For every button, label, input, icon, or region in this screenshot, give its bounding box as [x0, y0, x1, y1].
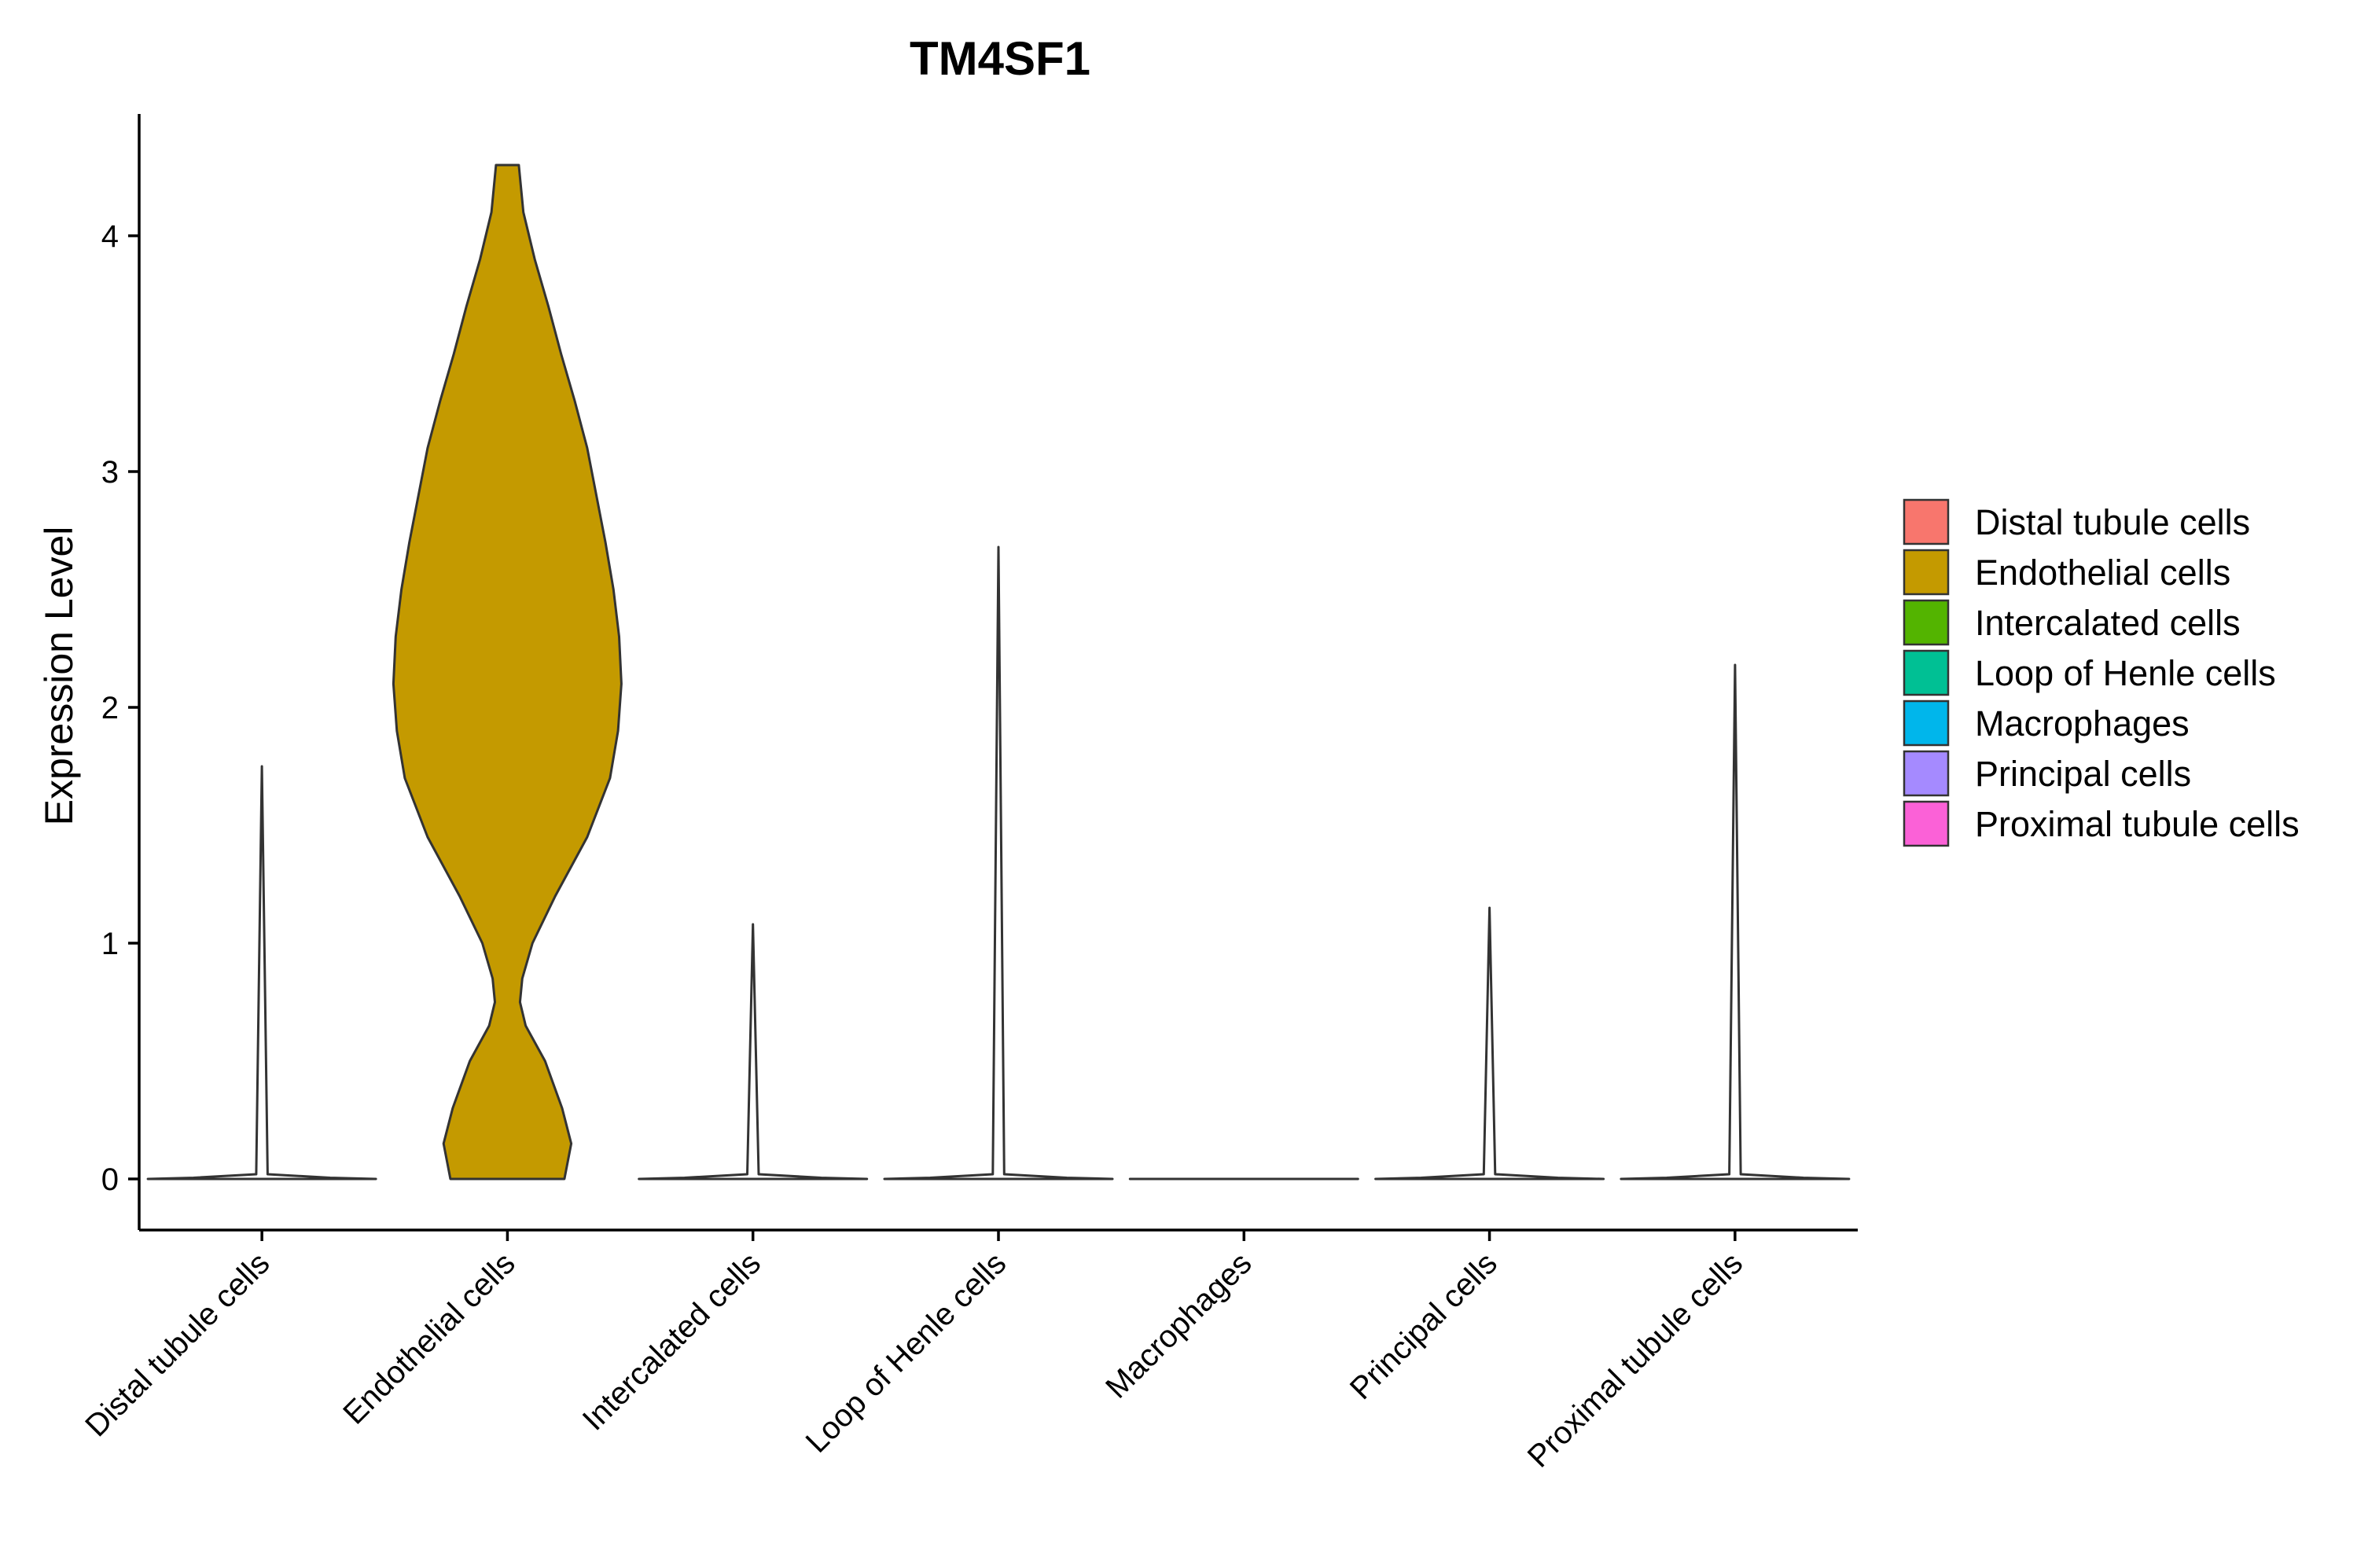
- legend-label: Principal cells: [1975, 754, 2191, 794]
- legend-swatch: [1903, 700, 1950, 747]
- x-tick-label: Principal cells: [1344, 1246, 1504, 1406]
- violin-intercalated-cells: [638, 923, 869, 1181]
- violin-endothelial-cells: [392, 163, 623, 1181]
- legend-label: Loop of Henle cells: [1975, 653, 2276, 693]
- violin-loop-of-henle-cells: [883, 545, 1114, 1181]
- legend-swatch: [1903, 599, 1950, 646]
- legend-label: Macrophages: [1975, 703, 2190, 744]
- y-tick-label: 4: [101, 219, 119, 254]
- x-tick-label: Intercalated cells: [576, 1246, 767, 1437]
- y-tick-label: 0: [101, 1162, 119, 1197]
- y-tick-label: 3: [101, 455, 119, 490]
- legend-label: Intercalated cells: [1975, 603, 2241, 643]
- x-tick-label: Proximal tubule cells: [1521, 1246, 1749, 1474]
- legend-swatch: [1903, 498, 1950, 545]
- y-axis-label: Expression Level: [37, 527, 81, 826]
- violin-principal-cells: [1374, 906, 1605, 1181]
- violin-proximal-tubule-cells: [1620, 663, 1851, 1181]
- y-tick-label: 2: [101, 691, 119, 725]
- x-tick-label: Macrophages: [1099, 1246, 1258, 1405]
- x-tick-label: Loop of Henle cells: [800, 1246, 1013, 1460]
- y-tick-label: 1: [101, 927, 119, 961]
- legend-label: Endothelial cells: [1975, 553, 2230, 593]
- x-tick-label: Distal tubule cells: [79, 1246, 276, 1443]
- legend-swatch: [1903, 649, 1950, 696]
- plot-area: 0 1 2 3 4 Distal tubule cells Endothelial cell…: [79, 114, 1858, 1474]
- violin-distal-tubule-cells: [146, 765, 377, 1181]
- legend-swatch: [1903, 750, 1950, 797]
- chart-title: TM4SF1: [910, 32, 1090, 85]
- legend-label: Proximal tubule cells: [1975, 804, 2300, 844]
- legend-swatch: [1903, 800, 1950, 847]
- x-tick-label: Endothelial cells: [336, 1246, 522, 1431]
- legend-swatch: [1903, 549, 1950, 596]
- legend-label: Distal tubule cells: [1975, 502, 2250, 542]
- legend: Distal tubule cells Endothelial cells Inte…: [1903, 498, 2300, 847]
